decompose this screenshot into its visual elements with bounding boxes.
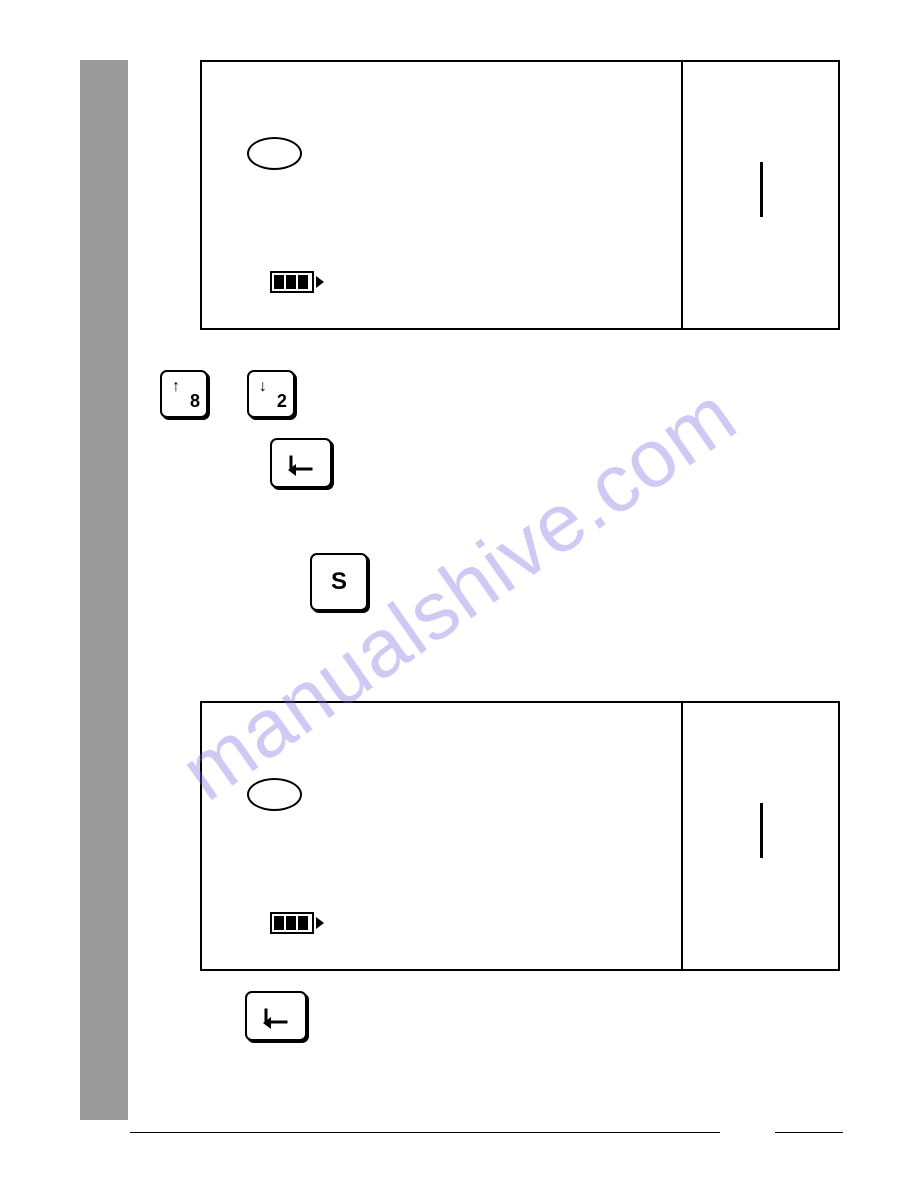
enter-key[interactable]: [270, 438, 332, 488]
battery-tip: [316, 276, 324, 288]
battery-bar: [274, 275, 284, 289]
key-row-s: S: [140, 553, 840, 611]
display-cursor: [760, 162, 763, 217]
down-arrow-key[interactable]: 2: [247, 370, 295, 418]
sidebar-bar: [80, 60, 128, 1120]
battery-body: [270, 912, 314, 934]
battery-tip: [316, 917, 324, 929]
display-divider: [681, 62, 683, 328]
content-area: 8 2 S: [140, 60, 840, 1046]
up-arrow-key[interactable]: 8: [160, 370, 208, 418]
key-row-arrows: 8 2: [140, 370, 840, 423]
battery-body: [270, 271, 314, 293]
battery-bar: [274, 916, 284, 930]
key-row-enter: [140, 438, 840, 493]
enter-key[interactable]: [245, 991, 307, 1041]
battery-bar: [286, 275, 296, 289]
battery-bar: [298, 916, 308, 930]
key-number: 8: [190, 391, 200, 412]
footer-line: [130, 1132, 720, 1133]
battery-icon: [270, 271, 318, 293]
display-panel-2: [200, 701, 840, 971]
key-number: 2: [277, 391, 287, 412]
display-oval-icon: [247, 778, 302, 811]
display-panel-1: [200, 60, 840, 330]
display-cursor: [760, 803, 763, 858]
battery-bar: [298, 275, 308, 289]
display-oval-icon: [247, 137, 302, 170]
s-key[interactable]: S: [310, 553, 368, 611]
display-divider: [681, 703, 683, 969]
battery-icon: [270, 912, 318, 934]
battery-bar: [286, 916, 296, 930]
footer-line-right: [775, 1132, 843, 1133]
key-row-enter-2: [140, 991, 840, 1046]
